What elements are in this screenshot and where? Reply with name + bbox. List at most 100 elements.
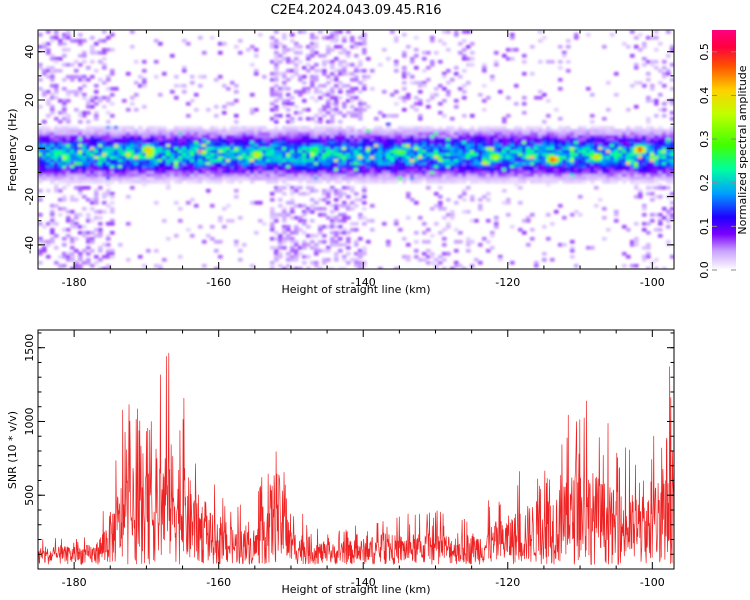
heatmap-cell [110, 138, 115, 142]
heatmap-cell [286, 183, 291, 187]
heatmap-cell [258, 171, 263, 175]
heatmap-cell [506, 48, 511, 52]
heatmap-cell [246, 165, 251, 169]
heatmap-cell [510, 168, 515, 172]
heatmap-cell [270, 45, 275, 49]
heatmap-cell [546, 129, 551, 133]
heatmap-cell [302, 147, 307, 151]
heatmap-cell [494, 147, 499, 151]
heatmap-cell [670, 192, 674, 196]
heatmap-cell [98, 234, 103, 238]
heatmap-cell [430, 138, 435, 142]
heatmap-cell [218, 147, 223, 151]
heatmap-cell [246, 138, 251, 142]
heatmap-cell [362, 189, 367, 193]
heatmap-cell [258, 201, 263, 205]
heatmap-cell [254, 69, 259, 73]
heatmap-cell [270, 132, 275, 136]
heatmap-cell [622, 252, 627, 256]
heatmap-cell [514, 159, 519, 163]
heatmap-cell [250, 108, 255, 112]
heatmap-cell [146, 165, 151, 169]
heatmap-cell [398, 147, 403, 151]
heatmap-cell [326, 177, 331, 181]
heatmap-cell [342, 177, 347, 181]
heatmap-cell [498, 153, 503, 157]
heatmap-cell [86, 171, 91, 175]
heatmap-cell [62, 207, 67, 211]
heatmap-cell [354, 78, 359, 82]
heatmap-cell [302, 153, 307, 157]
heatmap-cell [138, 135, 143, 139]
heatmap-cell [354, 198, 359, 202]
heatmap-cell [578, 129, 583, 133]
heatmap-cell [266, 174, 271, 178]
heatmap-cell [290, 150, 295, 154]
heatmap-cell [574, 174, 579, 178]
heatmap-cell [422, 129, 427, 133]
heatmap-cell [342, 114, 347, 118]
heatmap-cell [510, 150, 515, 154]
heatmap-cell [62, 171, 67, 175]
heatmap-cell [98, 171, 103, 175]
heatmap-cell [218, 129, 223, 133]
heatmap-cell [158, 138, 163, 142]
heatmap-cell [530, 129, 535, 133]
heatmap-cell [174, 177, 179, 181]
heatmap-cell [170, 159, 175, 163]
heatmap-cell [622, 153, 627, 157]
heatmap-cell [122, 156, 127, 160]
heatmap-cell [118, 153, 123, 157]
heatmap-cell [226, 102, 231, 106]
heatmap-cell [502, 144, 507, 148]
heatmap-cell [330, 153, 335, 157]
heatmap-cell [78, 75, 83, 79]
heatmap-cell [666, 153, 671, 157]
heatmap-cell [326, 147, 331, 151]
heatmap-cell [294, 231, 299, 235]
heatmap-cell [166, 135, 171, 139]
heatmap-cell [630, 264, 635, 268]
heatmap-cell [634, 186, 639, 190]
heatmap-cell [346, 207, 351, 211]
heatmap-cell [282, 237, 287, 241]
heatmap-cell [406, 141, 411, 145]
heatmap-cell [662, 168, 667, 172]
heatmap-cell [346, 159, 351, 163]
heatmap-cell [502, 174, 507, 178]
heatmap-cell [494, 153, 499, 157]
heatmap-cell [98, 153, 103, 157]
heatmap-cell [546, 162, 551, 166]
heatmap-cell [178, 207, 183, 211]
heatmap-cell [74, 132, 79, 136]
heatmap-cell [86, 177, 91, 181]
heatmap-cell [354, 111, 359, 115]
heatmap-cell [90, 132, 95, 136]
heatmap-cell [82, 174, 87, 178]
heatmap-cell [182, 135, 187, 139]
heatmap-cell [414, 126, 419, 130]
heatmap-cell [318, 156, 323, 160]
heatmap-cell [146, 162, 151, 166]
heatmap-cell [222, 162, 227, 166]
heatmap-cell [230, 159, 235, 163]
heatmap-cell [282, 186, 287, 190]
heatmap-cell [306, 45, 311, 49]
heatmap-cell [326, 36, 331, 40]
heatmap-cell [94, 42, 99, 46]
heatmap-cell [574, 159, 579, 163]
heatmap-cell [330, 156, 335, 160]
heatmap-cell [342, 51, 347, 55]
heatmap-cell [570, 141, 575, 145]
heatmap-cell [646, 177, 651, 181]
heatmap-cell [306, 108, 311, 112]
heatmap-cell [146, 144, 151, 148]
heatmap-cell [290, 48, 295, 52]
heatmap-cell [434, 87, 439, 91]
heatmap-cell [70, 240, 75, 244]
heatmap-cell [610, 156, 615, 160]
heatmap-cell [626, 135, 631, 139]
heatmap-cell [222, 171, 227, 175]
heatmap-cell [50, 69, 55, 73]
